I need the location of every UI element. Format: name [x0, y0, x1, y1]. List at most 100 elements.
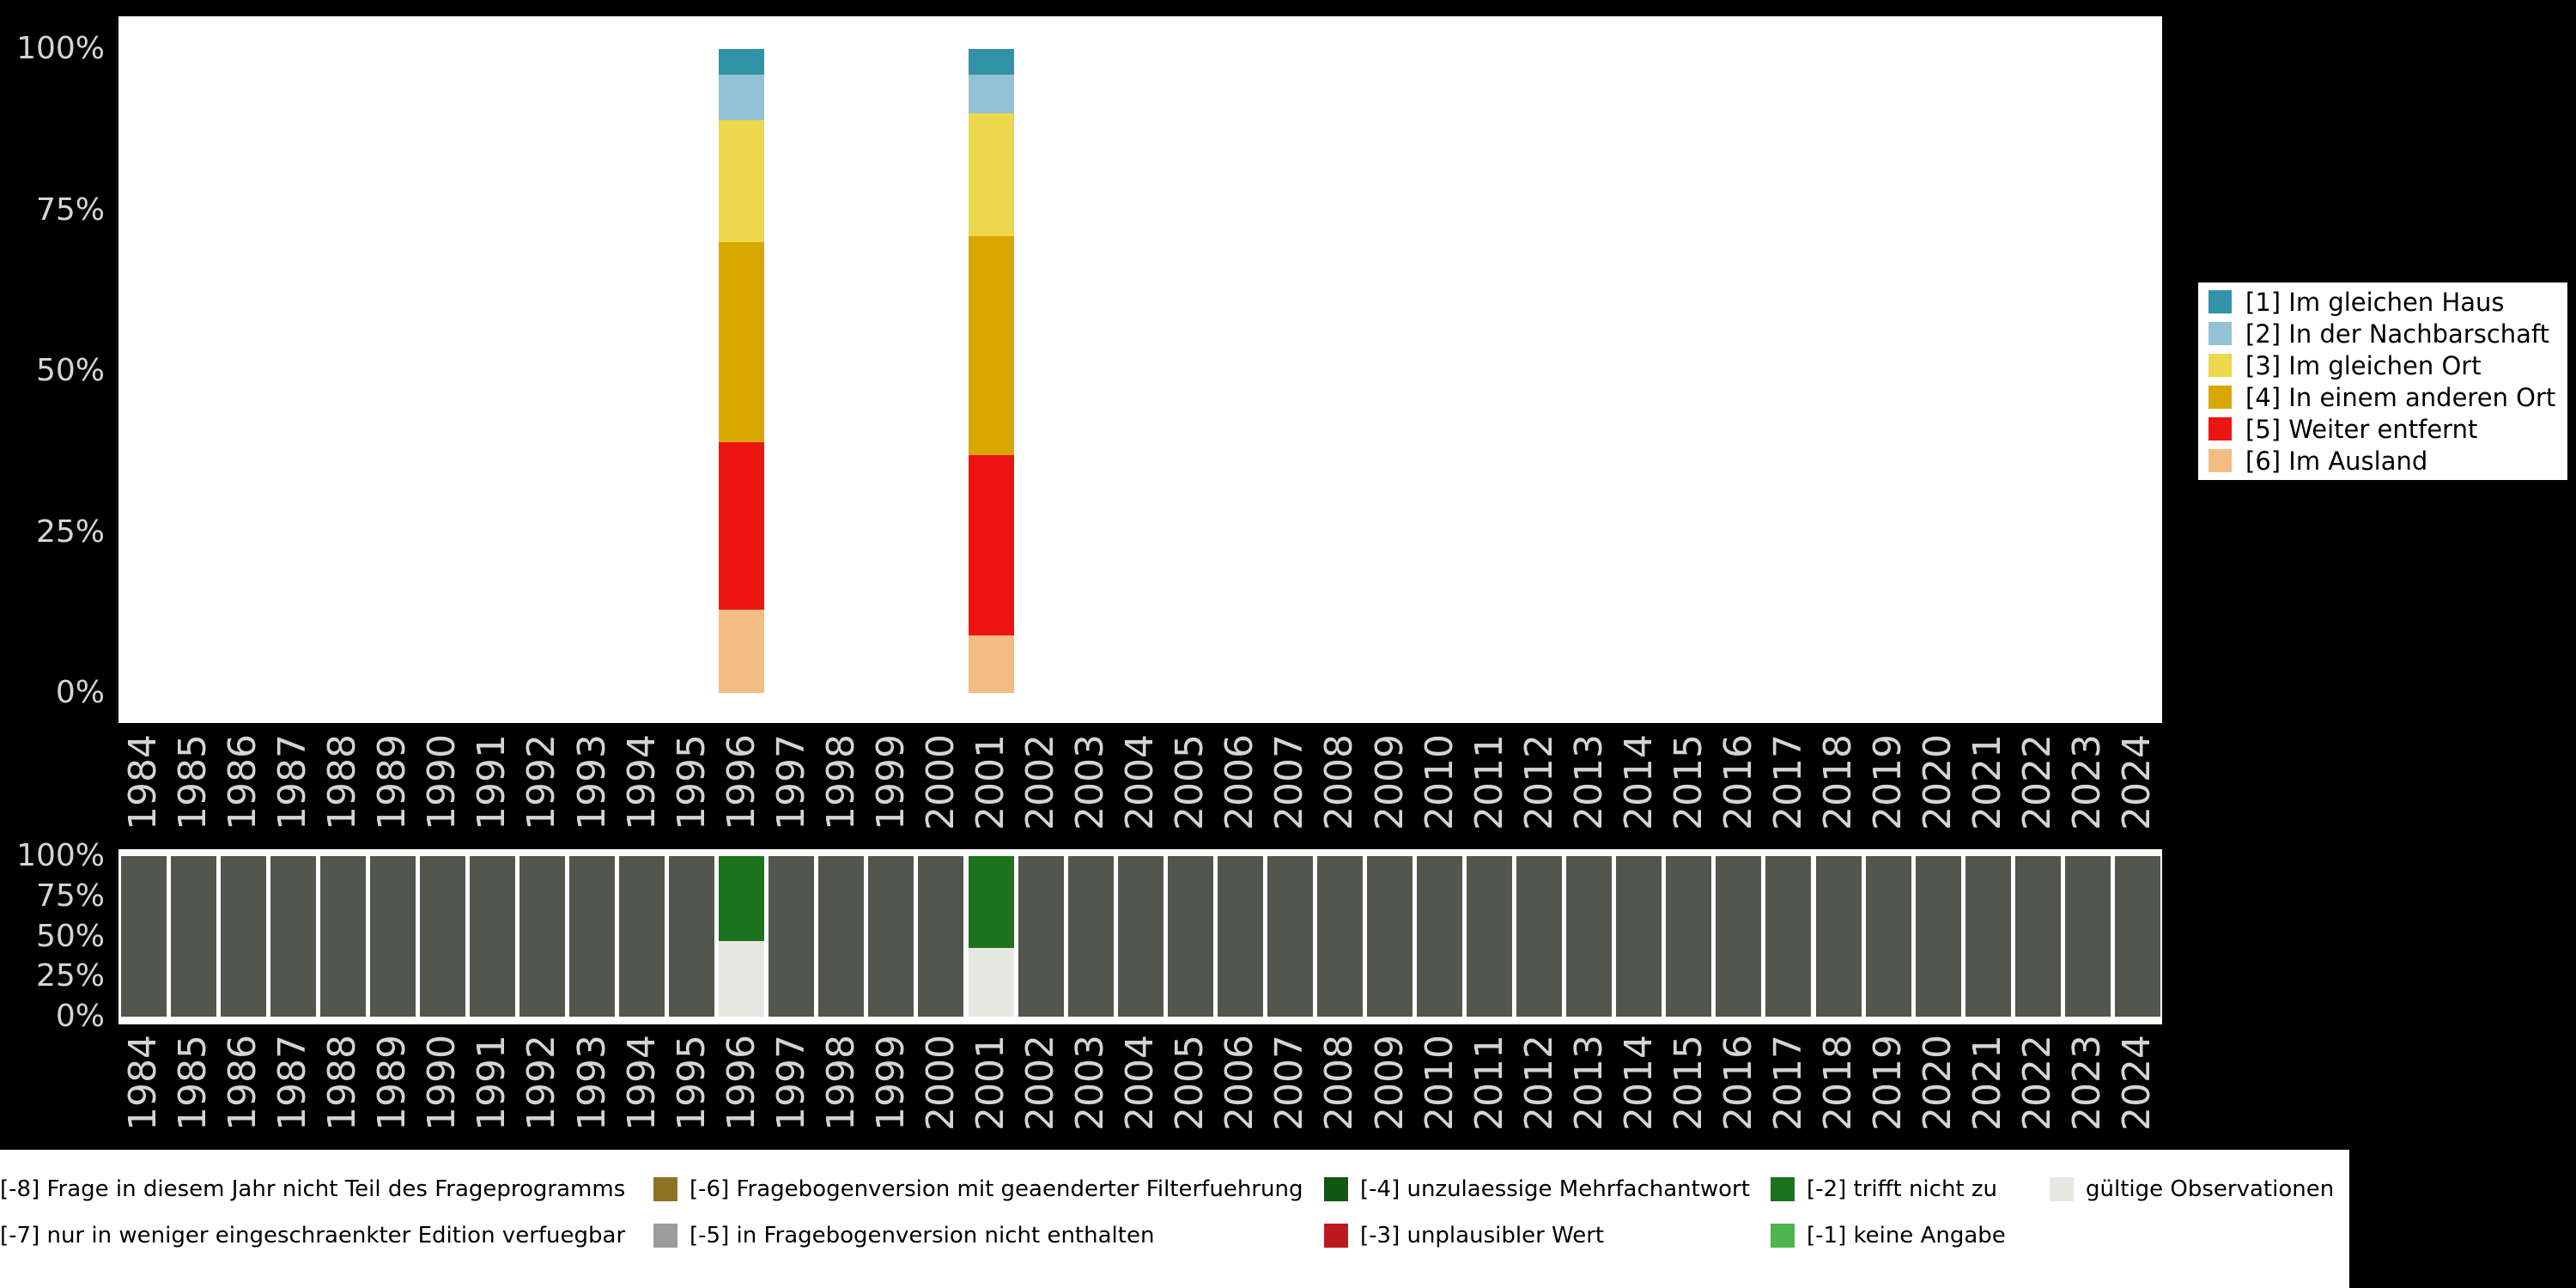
bar-segment [1018, 856, 1064, 1017]
x-axis-year-label: 1998 [818, 1035, 863, 1131]
x-axis-year-label: 1997 [769, 1035, 813, 1131]
x-axis-year-label: 1988 [320, 734, 365, 830]
x-axis-year-label: 2012 [1516, 734, 1561, 830]
x-axis-year-label: 2020 [1916, 1035, 1960, 1131]
x-axis-year-label: 1996 [719, 1035, 763, 1131]
y-axis-tick-label: 75% [35, 878, 105, 914]
legend-item: [4] In einem anderen Ort [2208, 381, 2567, 413]
legend-item: [-5] in Fragebogenversion nicht enthalte… [653, 1223, 1155, 1249]
x-axis-year-label: 2010 [1417, 1035, 1461, 1131]
bar-segment [769, 856, 815, 1017]
x-axis-year-label: 2016 [1716, 1035, 1760, 1131]
legend-item: [-2] trifft nicht zu [1771, 1176, 1998, 1202]
bar-segment [719, 49, 765, 75]
bar-segment [719, 119, 765, 242]
legend-swatch [2208, 354, 2232, 377]
x-axis-year-label: 2015 [1666, 1035, 1710, 1131]
y-axis-tick-label: 0% [55, 999, 105, 1034]
legend-label: [4] In einem anderen Ort [2245, 382, 2556, 412]
x-axis-year-label: 1997 [769, 734, 813, 830]
bar-segment [1367, 856, 1413, 1017]
x-axis-year-label: 2013 [1566, 1035, 1611, 1131]
x-axis-year-label: 1985 [171, 1035, 216, 1131]
y-axis-tick-label: 0% [55, 675, 105, 710]
x-axis-year-label: 1987 [270, 1035, 315, 1131]
legend-item: [-8] Frage in diesem Jahr nicht Teil des… [0, 1176, 625, 1202]
legend-label: [-2] trifft nicht zu [1807, 1176, 1998, 1202]
x-axis-year-label: 1988 [320, 1035, 365, 1131]
bar-segment [719, 441, 765, 610]
x-axis-year-label: 2020 [1916, 734, 1960, 830]
bar-segment [968, 235, 1014, 455]
x-axis-year-label: 2011 [1467, 734, 1511, 830]
legend-item: [5] Weiter entfernt [2208, 413, 2567, 445]
bar-segment [968, 113, 1014, 236]
bar-segment [569, 856, 616, 1017]
bar-segment [968, 75, 1014, 113]
x-axis-year-label: 2001 [969, 734, 1013, 830]
legend-label: [-7] nur in weniger eingeschraenkter Edi… [0, 1223, 626, 1249]
x-axis-year-label: 2004 [1118, 734, 1163, 830]
y-axis-tick-label: 100% [16, 838, 105, 873]
y-axis-tick-label: 50% [35, 353, 105, 388]
x-axis-year-label: 2007 [1267, 734, 1312, 830]
x-axis-year-label: 2021 [1965, 1035, 2010, 1131]
bar-segment [1117, 856, 1163, 1017]
x-axis-year-label: 1991 [470, 1035, 514, 1131]
x-axis-year-label: 2023 [2065, 734, 2110, 830]
bar-segment [1316, 856, 1363, 1017]
x-axis-year-label: 1995 [669, 1035, 714, 1131]
x-axis-year-label: 2009 [1367, 734, 1412, 830]
legend-swatch [1324, 1224, 1348, 1248]
x-axis-year-label: 2003 [1068, 1035, 1113, 1131]
bar-segment [2114, 856, 2160, 1017]
x-axis-year-label: 2005 [1168, 734, 1212, 830]
bar-segment [968, 947, 1014, 1017]
y-axis-tick-label: 25% [35, 513, 105, 550]
top-chart-panel [118, 16, 2162, 723]
legend-swatch [2208, 322, 2232, 345]
bar-segment [2014, 856, 2061, 1017]
bar-segment [1067, 856, 1114, 1017]
bar-segment [968, 856, 1014, 948]
legend-label: [-3] unplausibler Wert [1360, 1223, 1605, 1249]
bar-segment [619, 856, 665, 1017]
y-axis-tick-label: 100% [16, 31, 105, 66]
x-axis-year-label: 2014 [1616, 734, 1661, 830]
bar-segment [1167, 856, 1213, 1017]
legend-item: gültige Observationen [2050, 1176, 2334, 1202]
x-axis-year-label: 1984 [121, 734, 165, 830]
x-axis-year-label: 1992 [519, 734, 564, 830]
x-axis-year-label: 1984 [121, 1035, 165, 1131]
bar-segment [719, 75, 765, 120]
bar-segment [918, 856, 964, 1017]
legend-label: [-1] keine Angabe [1807, 1223, 2006, 1249]
x-axis-year-label: 2018 [1816, 1035, 1861, 1131]
bar-segment [1267, 856, 1313, 1017]
bar-segment [419, 856, 465, 1017]
x-axis-year-label: 1986 [221, 1035, 265, 1131]
bar-segment [519, 856, 565, 1017]
legend-item: [-3] unplausibler Wert [1324, 1223, 1605, 1249]
x-axis-year-label: 1990 [420, 1035, 465, 1131]
x-axis-year-label: 1999 [868, 1035, 913, 1131]
x-axis-year-label: 2022 [2015, 734, 2060, 830]
x-axis-year-label: 2017 [1765, 1035, 1810, 1131]
missing-codes-legend: [-8] Frage in diesem Jahr nicht Teil des… [0, 1150, 2349, 1288]
x-axis-year-label: 1987 [270, 734, 315, 830]
x-axis-year-label: 1990 [420, 734, 465, 830]
x-axis-year-label: 2021 [1965, 734, 2010, 830]
legend-swatch [2050, 1177, 2074, 1201]
x-axis-year-label: 2017 [1765, 734, 1810, 830]
bar-segment [220, 856, 266, 1017]
bar-segment [1467, 856, 1513, 1017]
x-axis-year-label: 1999 [868, 734, 913, 830]
x-axis-year-label: 1993 [569, 734, 614, 830]
x-axis-year-label: 2014 [1616, 1035, 1661, 1131]
bar-segment [120, 856, 167, 1017]
x-axis-year-label: 2012 [1516, 1035, 1561, 1131]
y-axis-tick-label: 25% [35, 958, 105, 994]
bar-segment [1417, 856, 1463, 1017]
legend-label: [-5] in Fragebogenversion nicht enthalte… [690, 1223, 1155, 1249]
x-axis-year-label: 1998 [818, 734, 863, 830]
